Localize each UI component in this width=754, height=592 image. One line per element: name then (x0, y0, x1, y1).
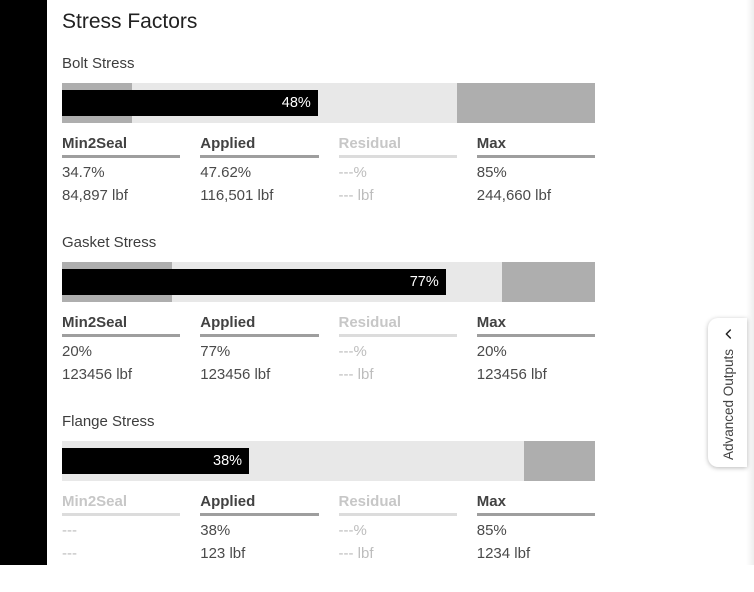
stat-percent: 85% (476, 164, 507, 181)
stat-applied: Applied 38% 123 lbf (200, 494, 319, 562)
max-band (456, 83, 595, 123)
stat-min2seal: Min2Seal 34.7% 84,897 lbf (62, 136, 181, 204)
bar-percent-label: 38% (213, 453, 243, 469)
stat-force: --- lbf (338, 187, 374, 204)
stat-header: Min2Seal (62, 315, 181, 337)
section-title: Gasket Stress (62, 234, 157, 251)
stat-header: Applied (200, 136, 319, 158)
stat-applied: Applied 77% 123456 lbf (200, 315, 319, 383)
stat-percent: 34.7% (62, 164, 105, 181)
stat-force: 1234 lbf (476, 545, 531, 562)
stat-percent: 20% (476, 343, 507, 360)
stat-percent: 85% (476, 522, 507, 539)
section-title: Bolt Stress (62, 55, 135, 72)
stat-force: 84,897 lbf (62, 187, 128, 204)
page-title: Stress Factors (62, 10, 198, 33)
stat-force: 123 lbf (200, 545, 246, 562)
stat-percent: ---% (338, 164, 367, 181)
stat-force: --- lbf (338, 545, 374, 562)
advanced-outputs-tab[interactable]: Advanced Outputs (708, 318, 747, 467)
stat-max: Max 85% 244,660 lbf (476, 136, 595, 204)
stat-header: Residual (338, 494, 457, 516)
section-title: Flange Stress (62, 413, 155, 430)
stat-residual: Residual ---% --- lbf (338, 315, 457, 383)
stats-row: Min2Seal 34.7% 84,897 lbf Applied 47.62%… (62, 136, 595, 204)
stat-applied: Applied 47.62% 116,501 lbf (200, 136, 319, 204)
stat-percent: 47.62% (200, 164, 252, 181)
stat-force: 123456 lbf (200, 366, 271, 383)
max-band (524, 441, 595, 481)
stat-force: --- (62, 545, 77, 562)
stat-force: 244,660 lbf (476, 187, 551, 204)
stat-percent: 77% (200, 343, 231, 360)
stat-residual: Residual ---% --- lbf (338, 136, 457, 204)
stat-percent: ---% (338, 522, 367, 539)
left-nav-rail (0, 0, 47, 565)
stat-residual: Residual ---% --- lbf (338, 494, 457, 562)
scrollbar-track[interactable] (746, 0, 754, 565)
bolt-stress-bar: 48% (62, 83, 595, 123)
stat-header: Max (476, 494, 595, 516)
flange-stress-section: Flange Stress 38% Min2Seal --- --- Appli… (62, 413, 595, 562)
stat-percent: 20% (62, 343, 93, 360)
stat-header: Min2Seal (62, 136, 181, 158)
stat-header: Residual (338, 136, 457, 158)
advanced-outputs-label: Advanced Outputs (720, 348, 735, 460)
stat-header: Max (476, 136, 595, 158)
stat-max: Max 20% 123456 lbf (476, 315, 595, 383)
stat-percent: --- (62, 522, 77, 539)
stat-force: 123456 lbf (476, 366, 547, 383)
advanced-outputs-tab-inner: Advanced Outputs (720, 325, 736, 460)
bolt-stress-section: Bolt Stress 48% Min2Seal 34.7% 84,897 lb… (62, 55, 595, 204)
bar-percent-label: 48% (281, 95, 311, 111)
applied-fill-bar: 48% (62, 90, 318, 116)
stat-percent: ---% (338, 343, 367, 360)
chevron-up-icon (725, 328, 731, 339)
stat-header: Applied (200, 315, 319, 337)
stat-force: 123456 lbf (62, 366, 133, 383)
stat-max: Max 85% 1234 lbf (476, 494, 595, 562)
stat-header: Max (476, 315, 595, 337)
stress-factors-panel: Stress Factors Bolt Stress 48% Min2Seal … (62, 10, 595, 592)
stat-min2seal: Min2Seal 20% 123456 lbf (62, 315, 181, 383)
flange-stress-bar: 38% (62, 441, 595, 481)
stat-header: Residual (338, 315, 457, 337)
applied-fill-bar: 38% (62, 448, 250, 474)
stat-percent: 38% (200, 522, 231, 539)
stat-header: Min2Seal (62, 494, 181, 516)
stat-force: --- lbf (338, 366, 374, 383)
max-band (502, 262, 595, 302)
stat-force: 116,501 lbf (200, 187, 274, 204)
gasket-stress-bar: 77% (62, 262, 595, 302)
applied-fill-bar: 77% (62, 269, 446, 295)
bar-percent-label: 77% (409, 274, 439, 290)
stat-min2seal: Min2Seal --- --- (62, 494, 181, 562)
gasket-stress-section: Gasket Stress 77% Min2Seal 20% 123456 lb… (62, 234, 595, 383)
stats-row: Min2Seal 20% 123456 lbf Applied 77% 1234… (62, 315, 595, 383)
stats-row: Min2Seal --- --- Applied 38% 123 lbf Res… (62, 494, 595, 562)
stat-header: Applied (200, 494, 319, 516)
